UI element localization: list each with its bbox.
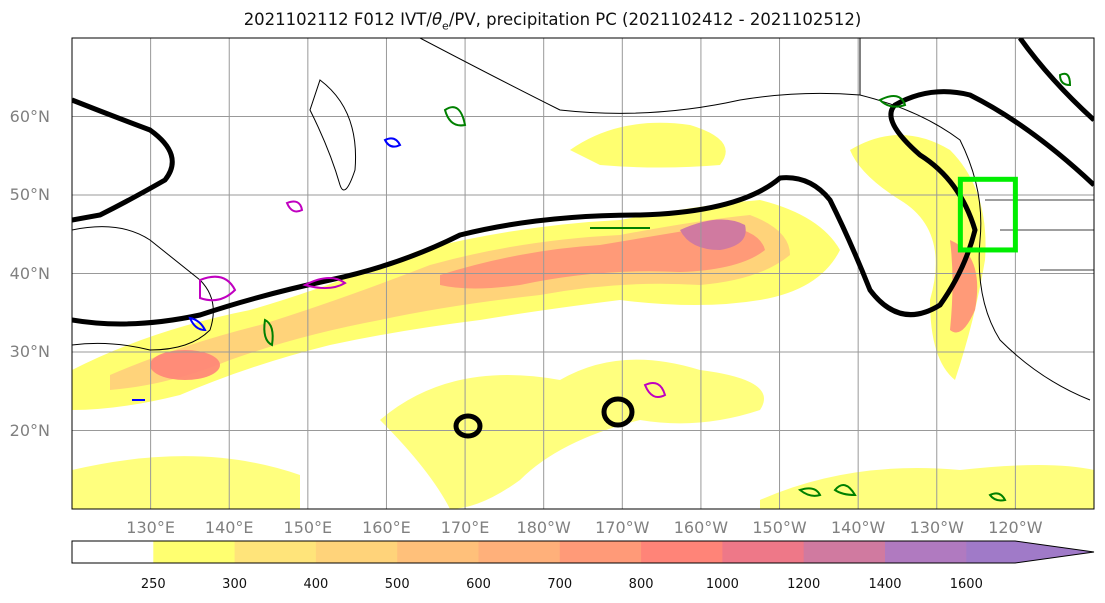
lon-label: 170°E bbox=[440, 518, 490, 537]
ivt-shading bbox=[72, 122, 1094, 509]
ivt-alaska-band bbox=[570, 122, 726, 168]
theta-pos-7 bbox=[1058, 72, 1072, 87]
colorbar-swatch bbox=[478, 541, 561, 563]
ivt-band-subtropics-east bbox=[760, 465, 1094, 509]
lon-label: 150°W bbox=[752, 518, 807, 537]
colorbar-swatch bbox=[72, 541, 154, 563]
colorbar-tick-label: 800 bbox=[628, 577, 654, 592]
colorbar-tick-label: 250 bbox=[140, 577, 166, 592]
gridlines bbox=[72, 38, 1094, 509]
map-title: 2021102112 F012 IVT/θe/PV, precipitation… bbox=[243, 10, 862, 33]
pv-contour-arctic bbox=[1017, 38, 1094, 122]
kamchatka-coast bbox=[309, 79, 357, 191]
colorbar-outline bbox=[71, 540, 1095, 564]
theta-pos-1 bbox=[443, 106, 467, 127]
colorbar-tick-label: 1000 bbox=[705, 577, 739, 592]
pv-anom-3 bbox=[643, 382, 667, 398]
colorbar-swatch bbox=[559, 541, 642, 563]
pv-contours bbox=[72, 38, 1094, 439]
pv-contour-north bbox=[72, 97, 175, 223]
colorbar-swatch bbox=[234, 541, 317, 563]
theta-pos-5 bbox=[988, 492, 1007, 502]
ivt-band-subtropics-south bbox=[380, 359, 764, 509]
colorbar-swatch bbox=[803, 541, 886, 563]
pv-anom-2 bbox=[302, 277, 347, 289]
pv-anom-1 bbox=[199, 275, 237, 302]
theta-pos-6 bbox=[878, 95, 907, 108]
colorbar-tick-label: 600 bbox=[466, 577, 491, 592]
theta-pos-4 bbox=[833, 484, 857, 497]
lat-label: 40°N bbox=[9, 263, 50, 283]
lon-label: 160°W bbox=[673, 518, 729, 537]
lon-label: 120°W bbox=[988, 518, 1043, 537]
theta-pos-3 bbox=[797, 487, 822, 497]
alaska-coast bbox=[419, 38, 861, 114]
theta-neg-2 bbox=[188, 316, 207, 332]
theta-pos-2 bbox=[263, 318, 274, 347]
lon-label: 150°E bbox=[283, 518, 333, 537]
lon-label: 130°E bbox=[126, 518, 175, 537]
lat-label: 60°N bbox=[9, 106, 50, 126]
colorbar-swatch bbox=[641, 541, 723, 563]
lon-label: 140°W bbox=[830, 518, 886, 537]
colorbar-swatch bbox=[722, 541, 805, 563]
colorbar bbox=[71, 540, 1095, 564]
lon-label: 180°W bbox=[516, 518, 571, 537]
ivt-band-tropics bbox=[72, 456, 300, 509]
ivt-coast-core bbox=[950, 240, 978, 333]
colorbar-swatch bbox=[966, 541, 1094, 563]
pv-contour-main bbox=[72, 89, 1094, 327]
theta-contours bbox=[132, 72, 1072, 502]
colorbar-tick-label: 1400 bbox=[868, 577, 902, 592]
pv-anom-4 bbox=[285, 200, 304, 213]
lon-label: 160°E bbox=[362, 518, 411, 537]
colorbar-swatch bbox=[153, 541, 236, 563]
pv-cutoff-2 bbox=[601, 396, 635, 428]
colorbar-tick-label: 500 bbox=[384, 577, 410, 592]
lon-label: 140°E bbox=[204, 518, 254, 537]
colorbar-tick-label: 1200 bbox=[787, 577, 821, 592]
lon-label: 130°W bbox=[909, 518, 964, 537]
colorbar-tick-label: 700 bbox=[547, 577, 573, 592]
map-frame bbox=[71, 37, 1095, 510]
lat-label: 20°N bbox=[9, 420, 50, 440]
ivt-max-core bbox=[680, 219, 746, 250]
colorbar-swatch bbox=[885, 541, 967, 563]
colorbar-tick-label: 1600 bbox=[949, 577, 983, 592]
colorbar-tick-label: 300 bbox=[222, 577, 248, 592]
north-america-coast bbox=[859, 94, 1091, 401]
ivt-asia-core bbox=[150, 350, 220, 380]
lat-label: 30°N bbox=[9, 342, 50, 361]
target-region-box bbox=[957, 176, 1018, 253]
lon-label: 170°W bbox=[595, 518, 650, 537]
colorbar-swatch bbox=[315, 541, 398, 563]
colorbar-tick-label: 400 bbox=[303, 577, 329, 592]
colorbar-swatch bbox=[397, 541, 479, 563]
pv-cutoff-1 bbox=[453, 413, 483, 439]
theta-neg-1 bbox=[383, 137, 402, 148]
ivt-main-band-core bbox=[440, 225, 765, 289]
lat-label: 50°N bbox=[9, 185, 50, 204]
